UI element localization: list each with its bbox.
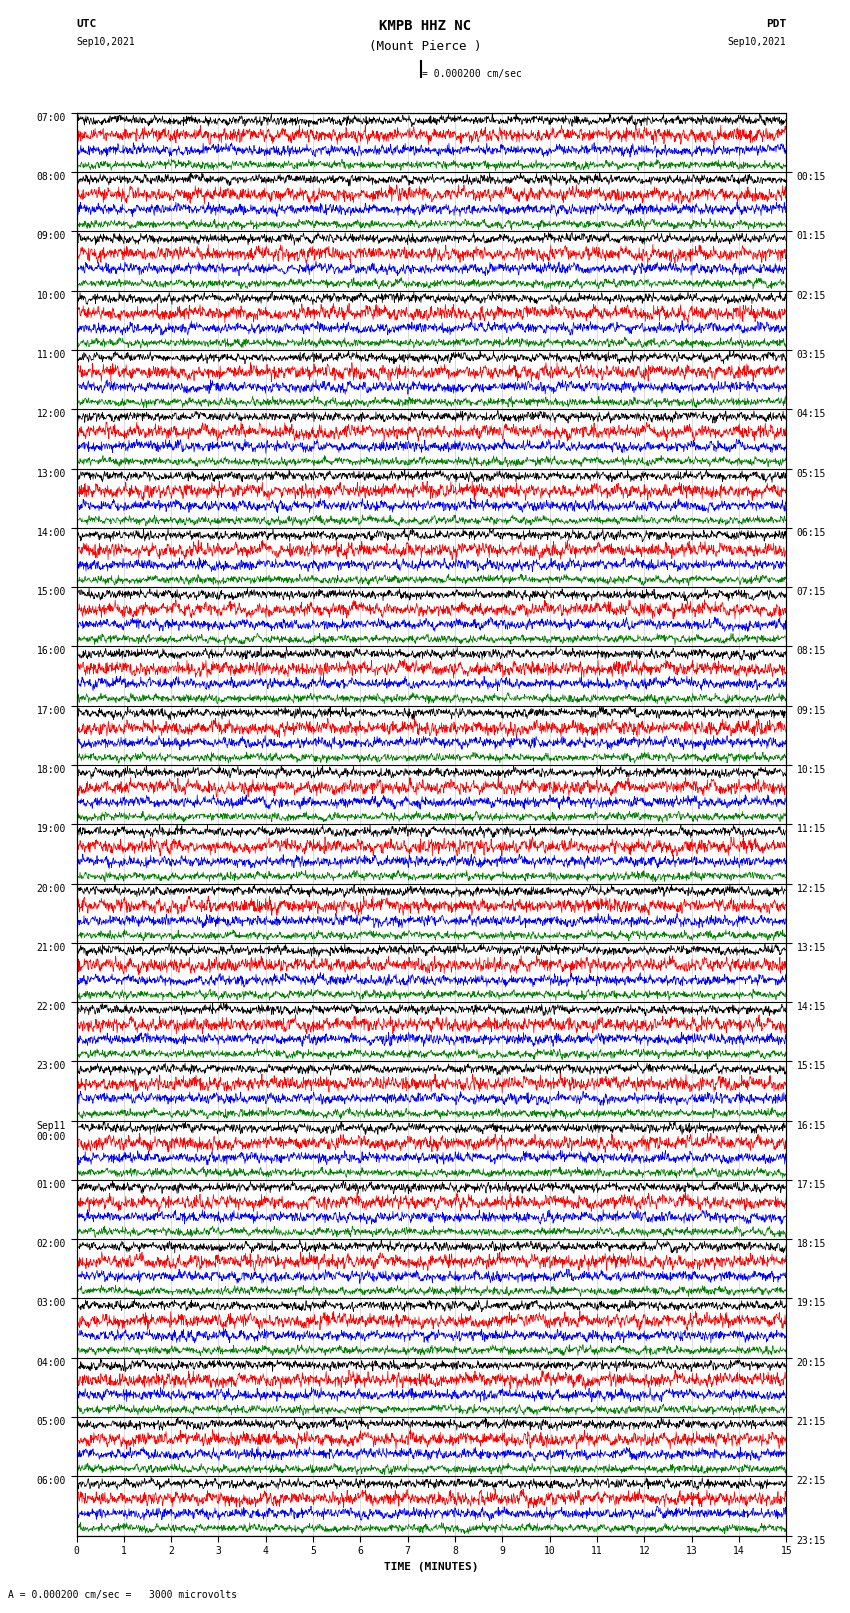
Text: Sep10,2021: Sep10,2021 xyxy=(76,37,135,47)
Text: A = 0.000200 cm/sec =   3000 microvolts: A = 0.000200 cm/sec = 3000 microvolts xyxy=(8,1590,238,1600)
Text: (Mount Pierce ): (Mount Pierce ) xyxy=(369,40,481,53)
Text: Sep10,2021: Sep10,2021 xyxy=(728,37,786,47)
Text: PDT: PDT xyxy=(766,19,786,29)
X-axis label: TIME (MINUTES): TIME (MINUTES) xyxy=(384,1561,479,1571)
Text: UTC: UTC xyxy=(76,19,97,29)
Text: = 0.000200 cm/sec: = 0.000200 cm/sec xyxy=(422,69,522,79)
Text: KMPB HHZ NC: KMPB HHZ NC xyxy=(379,19,471,34)
